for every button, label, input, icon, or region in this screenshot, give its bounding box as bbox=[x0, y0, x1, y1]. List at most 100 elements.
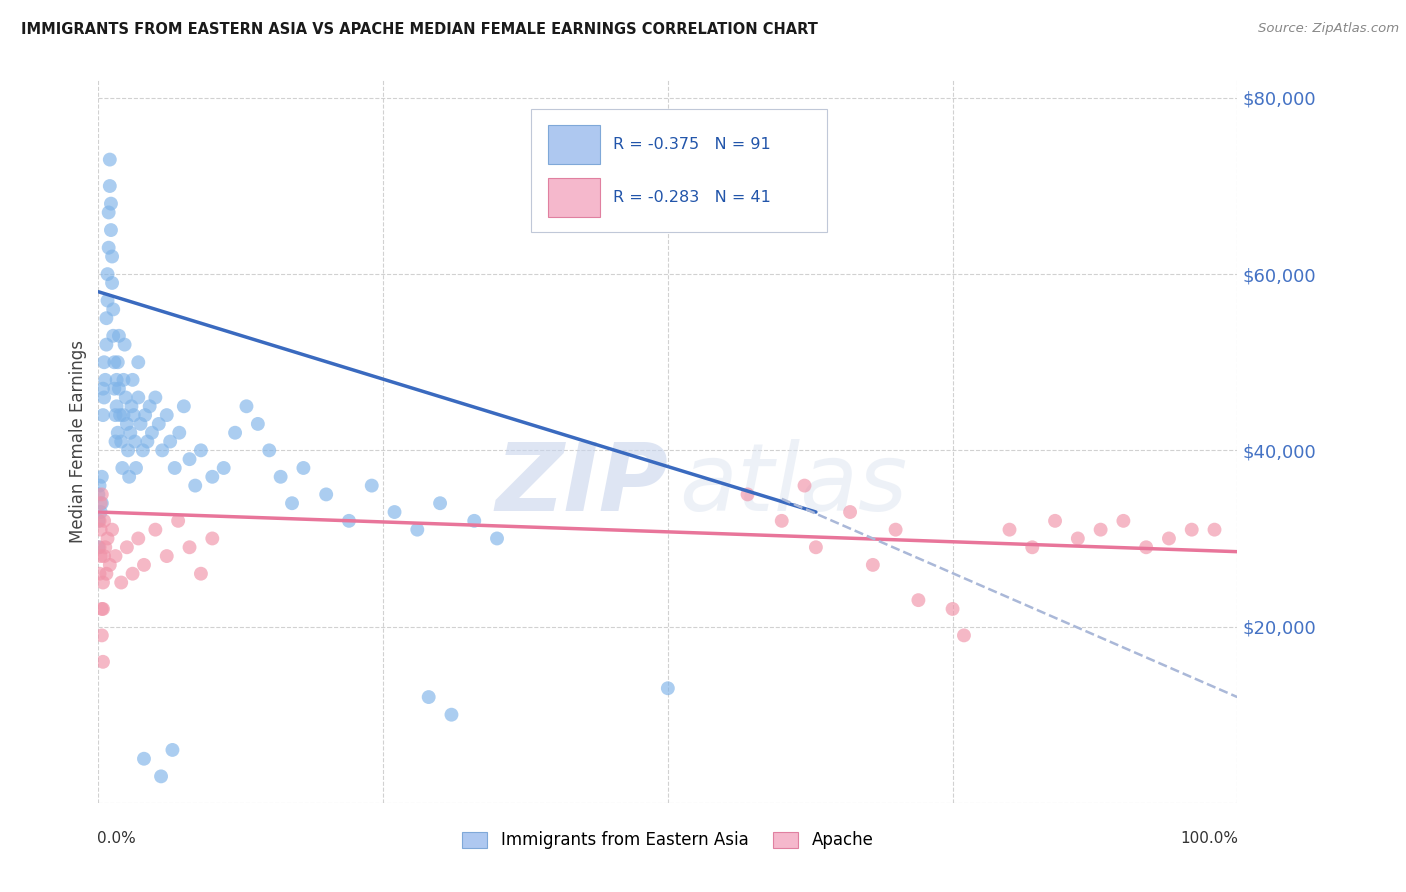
Point bbox=[839, 505, 862, 519]
Point bbox=[156, 549, 179, 563]
Point bbox=[115, 417, 138, 431]
Point bbox=[132, 443, 155, 458]
Point bbox=[360, 478, 382, 492]
Point bbox=[1067, 532, 1090, 546]
Point bbox=[91, 655, 114, 669]
Point bbox=[90, 523, 112, 537]
Point bbox=[90, 505, 112, 519]
Point bbox=[169, 425, 191, 440]
Point bbox=[127, 532, 149, 546]
Point bbox=[105, 399, 128, 413]
Point bbox=[179, 541, 201, 555]
Point bbox=[953, 628, 976, 642]
Point bbox=[259, 443, 281, 458]
Point bbox=[87, 487, 110, 501]
Point bbox=[104, 408, 127, 422]
Point bbox=[1112, 514, 1135, 528]
Point bbox=[138, 399, 160, 413]
Point bbox=[90, 487, 112, 501]
Point bbox=[136, 434, 159, 449]
Point bbox=[463, 514, 485, 528]
Point bbox=[120, 399, 142, 413]
Point bbox=[129, 417, 152, 431]
Text: ZIP: ZIP bbox=[495, 439, 668, 531]
Point bbox=[132, 558, 155, 572]
Point bbox=[1090, 523, 1112, 537]
Point bbox=[87, 514, 110, 528]
Point bbox=[201, 470, 224, 484]
Point bbox=[96, 532, 118, 546]
Text: R = -0.283   N = 41: R = -0.283 N = 41 bbox=[613, 190, 770, 205]
Point bbox=[96, 293, 118, 308]
Point bbox=[93, 514, 115, 528]
Point bbox=[118, 470, 141, 484]
Point bbox=[145, 391, 167, 405]
Point bbox=[793, 478, 815, 492]
Point bbox=[108, 328, 131, 343]
Point bbox=[141, 425, 163, 440]
Point bbox=[429, 496, 451, 510]
Point bbox=[134, 408, 156, 422]
Point bbox=[93, 355, 115, 369]
Point bbox=[104, 549, 127, 563]
Point bbox=[89, 566, 111, 581]
Point bbox=[96, 566, 118, 581]
Point bbox=[942, 602, 965, 616]
Point bbox=[148, 417, 170, 431]
Point bbox=[132, 752, 155, 766]
Point bbox=[90, 549, 112, 563]
Point bbox=[91, 382, 114, 396]
Point bbox=[103, 328, 125, 343]
Point bbox=[120, 425, 142, 440]
Point bbox=[110, 434, 132, 449]
Point bbox=[90, 628, 112, 642]
Point bbox=[998, 523, 1021, 537]
Point bbox=[101, 250, 124, 264]
Point bbox=[89, 514, 111, 528]
Point bbox=[212, 461, 235, 475]
Point bbox=[103, 302, 125, 317]
Point bbox=[112, 373, 135, 387]
Point bbox=[486, 532, 509, 546]
Point bbox=[89, 541, 111, 555]
Point bbox=[127, 355, 149, 369]
Point bbox=[121, 566, 143, 581]
Point bbox=[190, 566, 212, 581]
Point bbox=[862, 558, 884, 572]
Point bbox=[145, 523, 167, 537]
Point bbox=[90, 470, 112, 484]
Point bbox=[91, 408, 114, 422]
Point bbox=[770, 514, 793, 528]
Legend: Immigrants from Eastern Asia, Apache: Immigrants from Eastern Asia, Apache bbox=[456, 824, 880, 856]
Point bbox=[156, 408, 179, 422]
Point bbox=[804, 541, 827, 555]
Point bbox=[100, 196, 122, 211]
Text: Source: ZipAtlas.com: Source: ZipAtlas.com bbox=[1258, 22, 1399, 36]
Point bbox=[89, 478, 111, 492]
Point bbox=[94, 541, 117, 555]
Point bbox=[105, 373, 128, 387]
Point bbox=[125, 461, 148, 475]
Point bbox=[96, 311, 118, 326]
Point bbox=[114, 337, 136, 351]
Point bbox=[100, 223, 122, 237]
Point bbox=[1157, 532, 1180, 546]
Point bbox=[93, 391, 115, 405]
Point bbox=[107, 425, 129, 440]
Point bbox=[108, 408, 131, 422]
Point bbox=[96, 337, 118, 351]
Y-axis label: Median Female Earnings: Median Female Earnings bbox=[69, 340, 87, 543]
Point bbox=[1135, 541, 1157, 555]
Point bbox=[98, 179, 121, 194]
Text: atlas: atlas bbox=[679, 440, 907, 531]
Point bbox=[112, 408, 135, 422]
Point bbox=[93, 549, 115, 563]
Point bbox=[107, 355, 129, 369]
Point bbox=[235, 399, 257, 413]
Point bbox=[440, 707, 463, 722]
Point bbox=[173, 399, 195, 413]
Point bbox=[114, 391, 136, 405]
Point bbox=[101, 276, 124, 290]
Point bbox=[337, 514, 360, 528]
Point bbox=[98, 153, 121, 167]
